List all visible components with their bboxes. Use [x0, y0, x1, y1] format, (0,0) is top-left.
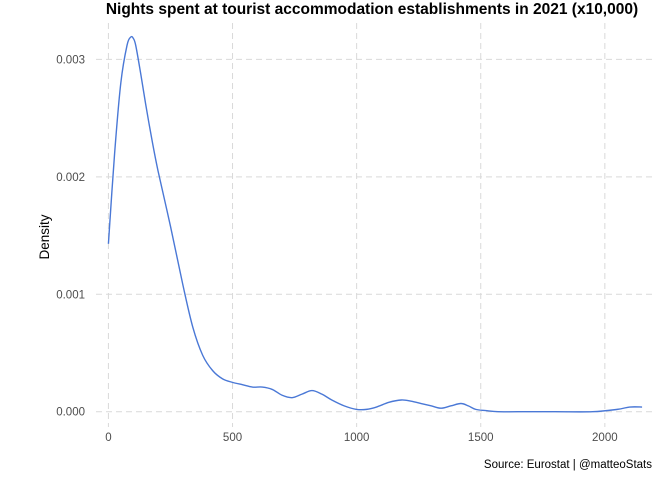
y-tick-label: 0.001	[56, 289, 85, 301]
y-tick-label: 0.002	[56, 172, 85, 184]
y-tick-label: 0.000	[56, 407, 85, 419]
x-tick-label: 0	[105, 432, 111, 444]
tick-labels: 0 500 1000 1500 2000 0.000 0.001 0.002 0.003	[56, 54, 617, 444]
chart-title: Nights spent at tourist accommodation es…	[106, 1, 638, 18]
density-curve	[107, 35, 643, 413]
y-tick-label: 0.003	[56, 54, 85, 66]
x-tick-label: 2000	[592, 432, 618, 444]
x-tick-label: 1500	[468, 432, 494, 444]
y-axis-label: Density	[37, 214, 52, 259]
x-tick-label: 500	[223, 432, 242, 444]
x-tick-label: 1000	[344, 432, 370, 444]
chart-caption: Source: Eurostat | @matteoStats	[484, 459, 652, 471]
